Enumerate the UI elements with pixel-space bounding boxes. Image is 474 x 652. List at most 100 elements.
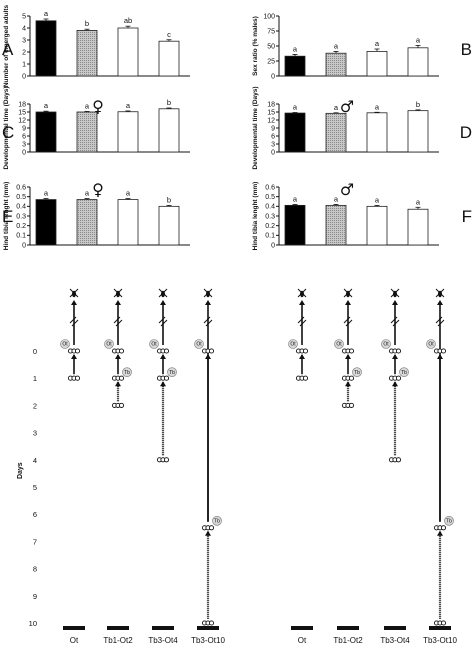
- day-tick-label: 9: [33, 592, 37, 601]
- y-tick-label: 0.2: [16, 223, 26, 230]
- axis-break: [113, 316, 121, 324]
- larva-cluster-start: [341, 402, 355, 408]
- y-tick-label: 0: [271, 242, 275, 249]
- badge-text: Ot: [428, 342, 434, 348]
- ot-badge: Ot: [104, 339, 114, 349]
- day-tick-label: 10: [29, 619, 37, 628]
- larva: [440, 348, 447, 354]
- treatment-bar: [107, 626, 129, 630]
- badge-text: Tb: [124, 370, 130, 376]
- larva-cluster: [111, 348, 125, 354]
- panel-label: D: [460, 123, 472, 142]
- treatment-bar: [197, 626, 219, 630]
- bar-tb3-ot4: [366, 51, 388, 77]
- arrowhead: [437, 530, 443, 536]
- significance-letter: a: [293, 194, 298, 203]
- larva: [163, 375, 170, 381]
- arrowhead: [115, 381, 121, 387]
- ot-badge: Ot: [288, 339, 298, 349]
- day-tick-label: 2: [33, 401, 37, 410]
- significance-letter: a: [85, 101, 90, 110]
- bar-tb3-ot10: [407, 110, 429, 153]
- y-tick-label: 12: [18, 117, 26, 124]
- arrowhead: [160, 354, 166, 359]
- larva: [302, 375, 309, 381]
- tb-badge: Tb: [399, 367, 409, 378]
- axis-break: [71, 319, 79, 327]
- panel-label: C: [2, 123, 14, 142]
- day-tick-label: 4: [33, 456, 37, 465]
- timeline-group-ot: Ot Ot: [60, 288, 85, 645]
- larva: [208, 348, 215, 354]
- treatment-bar: [429, 626, 451, 630]
- larva-cluster: [341, 375, 355, 381]
- treatment-bar: [152, 626, 174, 630]
- day-tick-label: 3: [33, 429, 37, 438]
- ot-badge: Ot: [334, 339, 344, 349]
- badge-circle: [444, 515, 454, 526]
- larva-cluster-start: [295, 375, 309, 381]
- treatment-label: Tb3-Ot4: [380, 636, 410, 645]
- larva: [348, 375, 355, 381]
- axis-break: [437, 319, 445, 327]
- bar-tb3-ot10: [407, 47, 429, 77]
- badge-circle: [334, 339, 344, 349]
- badge-text: Ot: [106, 342, 112, 348]
- body: [300, 290, 304, 298]
- badge-text: Tb: [354, 370, 360, 376]
- significance-letter: a: [44, 101, 49, 110]
- arrowhead: [115, 354, 121, 359]
- axis-break: [160, 319, 168, 327]
- y-tick-label: 18: [267, 101, 275, 108]
- axis-break: [297, 316, 305, 324]
- bar-tb3-ot4: [117, 199, 139, 246]
- bar-ot: [284, 112, 306, 153]
- larva-cluster-start: [433, 620, 447, 626]
- bar-tb1-ot2: [325, 52, 347, 77]
- bar-ot: [35, 20, 57, 77]
- badge-circle: [426, 339, 436, 349]
- bar-tb3-ot10: [158, 205, 180, 246]
- larva-cluster: [388, 375, 402, 381]
- arrowhead: [205, 530, 211, 536]
- y-axis-label: Developmental time (Days): [252, 86, 259, 169]
- body: [116, 290, 120, 298]
- treatment-label: Tb3-Ot4: [148, 636, 178, 645]
- larva: [118, 375, 125, 381]
- y-tick-label: 2: [22, 49, 26, 56]
- ot-badge: Ot: [149, 339, 159, 349]
- significance-letter: a: [375, 102, 380, 111]
- larva-cluster-start: [156, 457, 170, 463]
- day-tick-label: 8: [33, 565, 37, 574]
- bar-tb3-ot10: [158, 108, 180, 153]
- arrowhead: [392, 381, 398, 387]
- arrowhead: [392, 354, 398, 359]
- larva-cluster: [388, 348, 402, 354]
- treatment-label: Ot: [70, 636, 79, 645]
- y-tick-label: 3: [22, 141, 26, 148]
- significance-letter: c: [167, 30, 171, 39]
- badge-circle: [194, 339, 204, 349]
- significance-letter: a: [126, 189, 131, 198]
- larva-cluster: [295, 348, 309, 354]
- larva-cluster: [433, 348, 447, 354]
- larva: [208, 525, 215, 531]
- y-tick-label: 5: [22, 13, 26, 20]
- treatment-bar: [291, 626, 313, 630]
- y-tick-label: 0.6: [265, 184, 275, 191]
- badge-circle: [60, 339, 70, 349]
- male-symbol: ♂: [340, 180, 354, 199]
- larva-cluster-start: [388, 457, 402, 463]
- adult-wasp-icon: [113, 288, 123, 298]
- arrowhead: [345, 381, 351, 387]
- y-tick-label: 0.3: [265, 213, 275, 220]
- axis-break: [392, 319, 400, 327]
- adult-wasp-icon: [390, 288, 400, 298]
- bar-tb1-ot2: [76, 111, 98, 153]
- y-tick-label: 0: [22, 73, 26, 80]
- tb-badge: Tb: [212, 515, 222, 526]
- panel-label: B: [461, 40, 472, 59]
